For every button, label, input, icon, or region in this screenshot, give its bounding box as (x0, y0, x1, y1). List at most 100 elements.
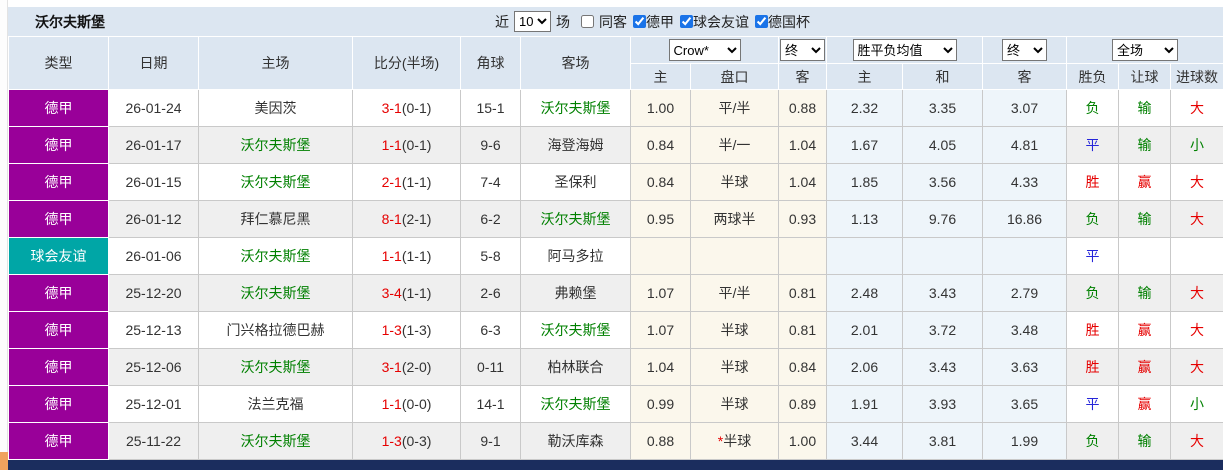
odds-company-select[interactable]: Crow* (668, 39, 741, 61)
cell-date: 25-12-06 (108, 348, 199, 386)
cell-handicap: 两球半 (690, 200, 779, 238)
matches-label: 场 (556, 13, 570, 30)
avg-name-select[interactable]: 胜平负均值 (852, 39, 957, 61)
cell-avg-away: 3.48 (982, 311, 1067, 349)
handicap-star: * (717, 433, 724, 449)
cell-away-team: 弗赖堡 (520, 274, 631, 312)
cell-corners: 9-1 (460, 422, 521, 460)
col-header-away: 客场 (520, 36, 631, 90)
table-body: 德甲 26-01-24 美因茨 3-1(0-1) 15-1 沃尔夫斯堡 1.00… (8, 89, 1223, 460)
avg-final-select[interactable]: 终 (1002, 39, 1047, 61)
league-badge-cell: 德甲 (8, 422, 109, 460)
cell-handicap: 半球 (690, 311, 779, 349)
handicap-text: 两球半 (713, 211, 756, 227)
filter-checkbox[interactable] (680, 15, 693, 28)
filter-checkbox[interactable] (581, 15, 594, 28)
cell-home-team: 沃尔夫斯堡 (198, 163, 353, 201)
table-row: 德甲 26-01-15 沃尔夫斯堡 2-1(1-1) 7-4 圣保利 0.84 … (8, 163, 1223, 201)
cell-handicap: 半球 (690, 348, 779, 386)
halftime-score: (0-1) (401, 100, 432, 116)
left-gutter (0, 0, 8, 470)
subcol-avg-home: 主 (826, 63, 903, 90)
cell-avg-home: 3.44 (826, 422, 903, 460)
cell-odds-away: 1.00 (778, 422, 827, 460)
left-gutter-fragment (0, 452, 8, 470)
cell-odds-home: 1.00 (630, 89, 691, 127)
cell-goals: 大 (1169, 274, 1223, 312)
cell-handicap: 半球 (690, 385, 779, 423)
filter-label: 球会友谊 (693, 13, 749, 30)
fulltime-score: 3-4 (381, 285, 402, 301)
fulltime-score: 3-1 (381, 359, 402, 375)
cell-odds-away: 1.04 (778, 163, 827, 201)
cell-avg-draw: 3.81 (902, 422, 983, 460)
cell-result: 负 (1066, 200, 1119, 238)
filter-checkbox[interactable] (633, 15, 646, 28)
filter-item-1[interactable]: 德甲 (633, 12, 674, 32)
halftime-score: (1-1) (401, 248, 432, 264)
cell-odds-home: 0.95 (630, 200, 691, 238)
cell-corners: 0-11 (460, 348, 521, 386)
cell-date: 26-01-17 (108, 126, 199, 164)
cell-corners: 2-6 (460, 274, 521, 312)
filter-item-3[interactable]: 德国杯 (755, 12, 810, 32)
cell-corners: 5-8 (460, 237, 521, 275)
halftime-score: (0-0) (401, 396, 432, 412)
cell-handicap-result (1118, 237, 1171, 275)
match-table: 类型 日期 主场 比分(半场) 角球 客场 Crow* 终 (8, 36, 1223, 460)
cell-goals: 大 (1169, 200, 1223, 238)
cell-avg-away: 3.07 (982, 89, 1067, 127)
cell-home-team: 拜仁慕尼黑 (198, 200, 353, 238)
cell-handicap-result: 输 (1118, 200, 1171, 238)
col-header-score: 比分(半场) (352, 36, 461, 90)
subcol-odds-away: 客 (778, 63, 827, 90)
cell-goals: 大 (1169, 163, 1223, 201)
cell-odds-away: 0.89 (778, 385, 827, 423)
cell-odds-home: 0.84 (630, 126, 691, 164)
cell-away-team: 沃尔夫斯堡 (520, 200, 631, 238)
subcol-odds-home: 主 (630, 63, 691, 90)
table-row: 德甲 26-01-12 拜仁慕尼黑 8-1(2-1) 6-2 沃尔夫斯堡 0.9… (8, 200, 1223, 238)
cell-odds-home: 0.88 (630, 422, 691, 460)
fulltime-score: 1-3 (381, 433, 402, 449)
league-badge-cell: 德甲 (8, 311, 109, 349)
cell-avg-away: 3.63 (982, 348, 1067, 386)
cell-avg-home: 1.67 (826, 126, 903, 164)
cell-away-team: 阿马多拉 (520, 237, 631, 275)
cell-goals: 小 (1169, 126, 1223, 164)
recent-count-select[interactable]: 10 (514, 11, 551, 32)
filter-item-0[interactable]: 同客 (581, 12, 627, 32)
cell-score: 1-1(0-1) (352, 126, 461, 164)
cell-odds-away (778, 237, 827, 275)
odds-final-select[interactable]: 终 (780, 39, 825, 61)
table-row: 德甲 26-01-17 沃尔夫斯堡 1-1(0-1) 9-6 海登海姆 0.84… (8, 126, 1223, 164)
filter-item-2[interactable]: 球会友谊 (680, 12, 749, 32)
result-scope-select[interactable]: 全场 (1112, 39, 1178, 61)
handicap-text: 半/一 (718, 137, 751, 153)
subcol-handicap-result: 让球 (1118, 63, 1171, 90)
filter-label: 同客 (599, 13, 627, 30)
subcol-goals: 进球数 (1169, 63, 1223, 90)
halftime-score: (0-3) (401, 433, 432, 449)
cell-avg-home: 2.32 (826, 89, 903, 127)
cell-result: 胜 (1066, 348, 1119, 386)
cell-corners: 14-1 (460, 385, 521, 423)
cell-corners: 9-6 (460, 126, 521, 164)
col-header-corner: 角球 (460, 36, 521, 90)
cell-corners: 15-1 (460, 89, 521, 127)
cell-avg-home: 2.06 (826, 348, 903, 386)
table-row: 德甲 25-11-22 沃尔夫斯堡 1-3(0-3) 9-1 勒沃库森 0.88… (8, 422, 1223, 460)
title-bar: 沃尔夫斯堡 近 10 场 同客 德甲 球会友谊 德国杯 (8, 7, 1223, 36)
league-badge-cell: 德甲 (8, 274, 109, 312)
fulltime-score: 3-1 (381, 100, 402, 116)
cell-avg-home: 1.91 (826, 385, 903, 423)
cell-avg-draw (902, 237, 983, 275)
cell-avg-draw: 3.72 (902, 311, 983, 349)
cell-avg-draw: 3.93 (902, 385, 983, 423)
cell-handicap-result: 输 (1118, 274, 1171, 312)
fulltime-score: 8-1 (381, 211, 402, 227)
cell-away-team: 沃尔夫斯堡 (520, 311, 631, 349)
cell-score: 3-1(2-0) (352, 348, 461, 386)
filter-checkbox[interactable] (755, 15, 768, 28)
halftime-score: (2-1) (401, 211, 432, 227)
